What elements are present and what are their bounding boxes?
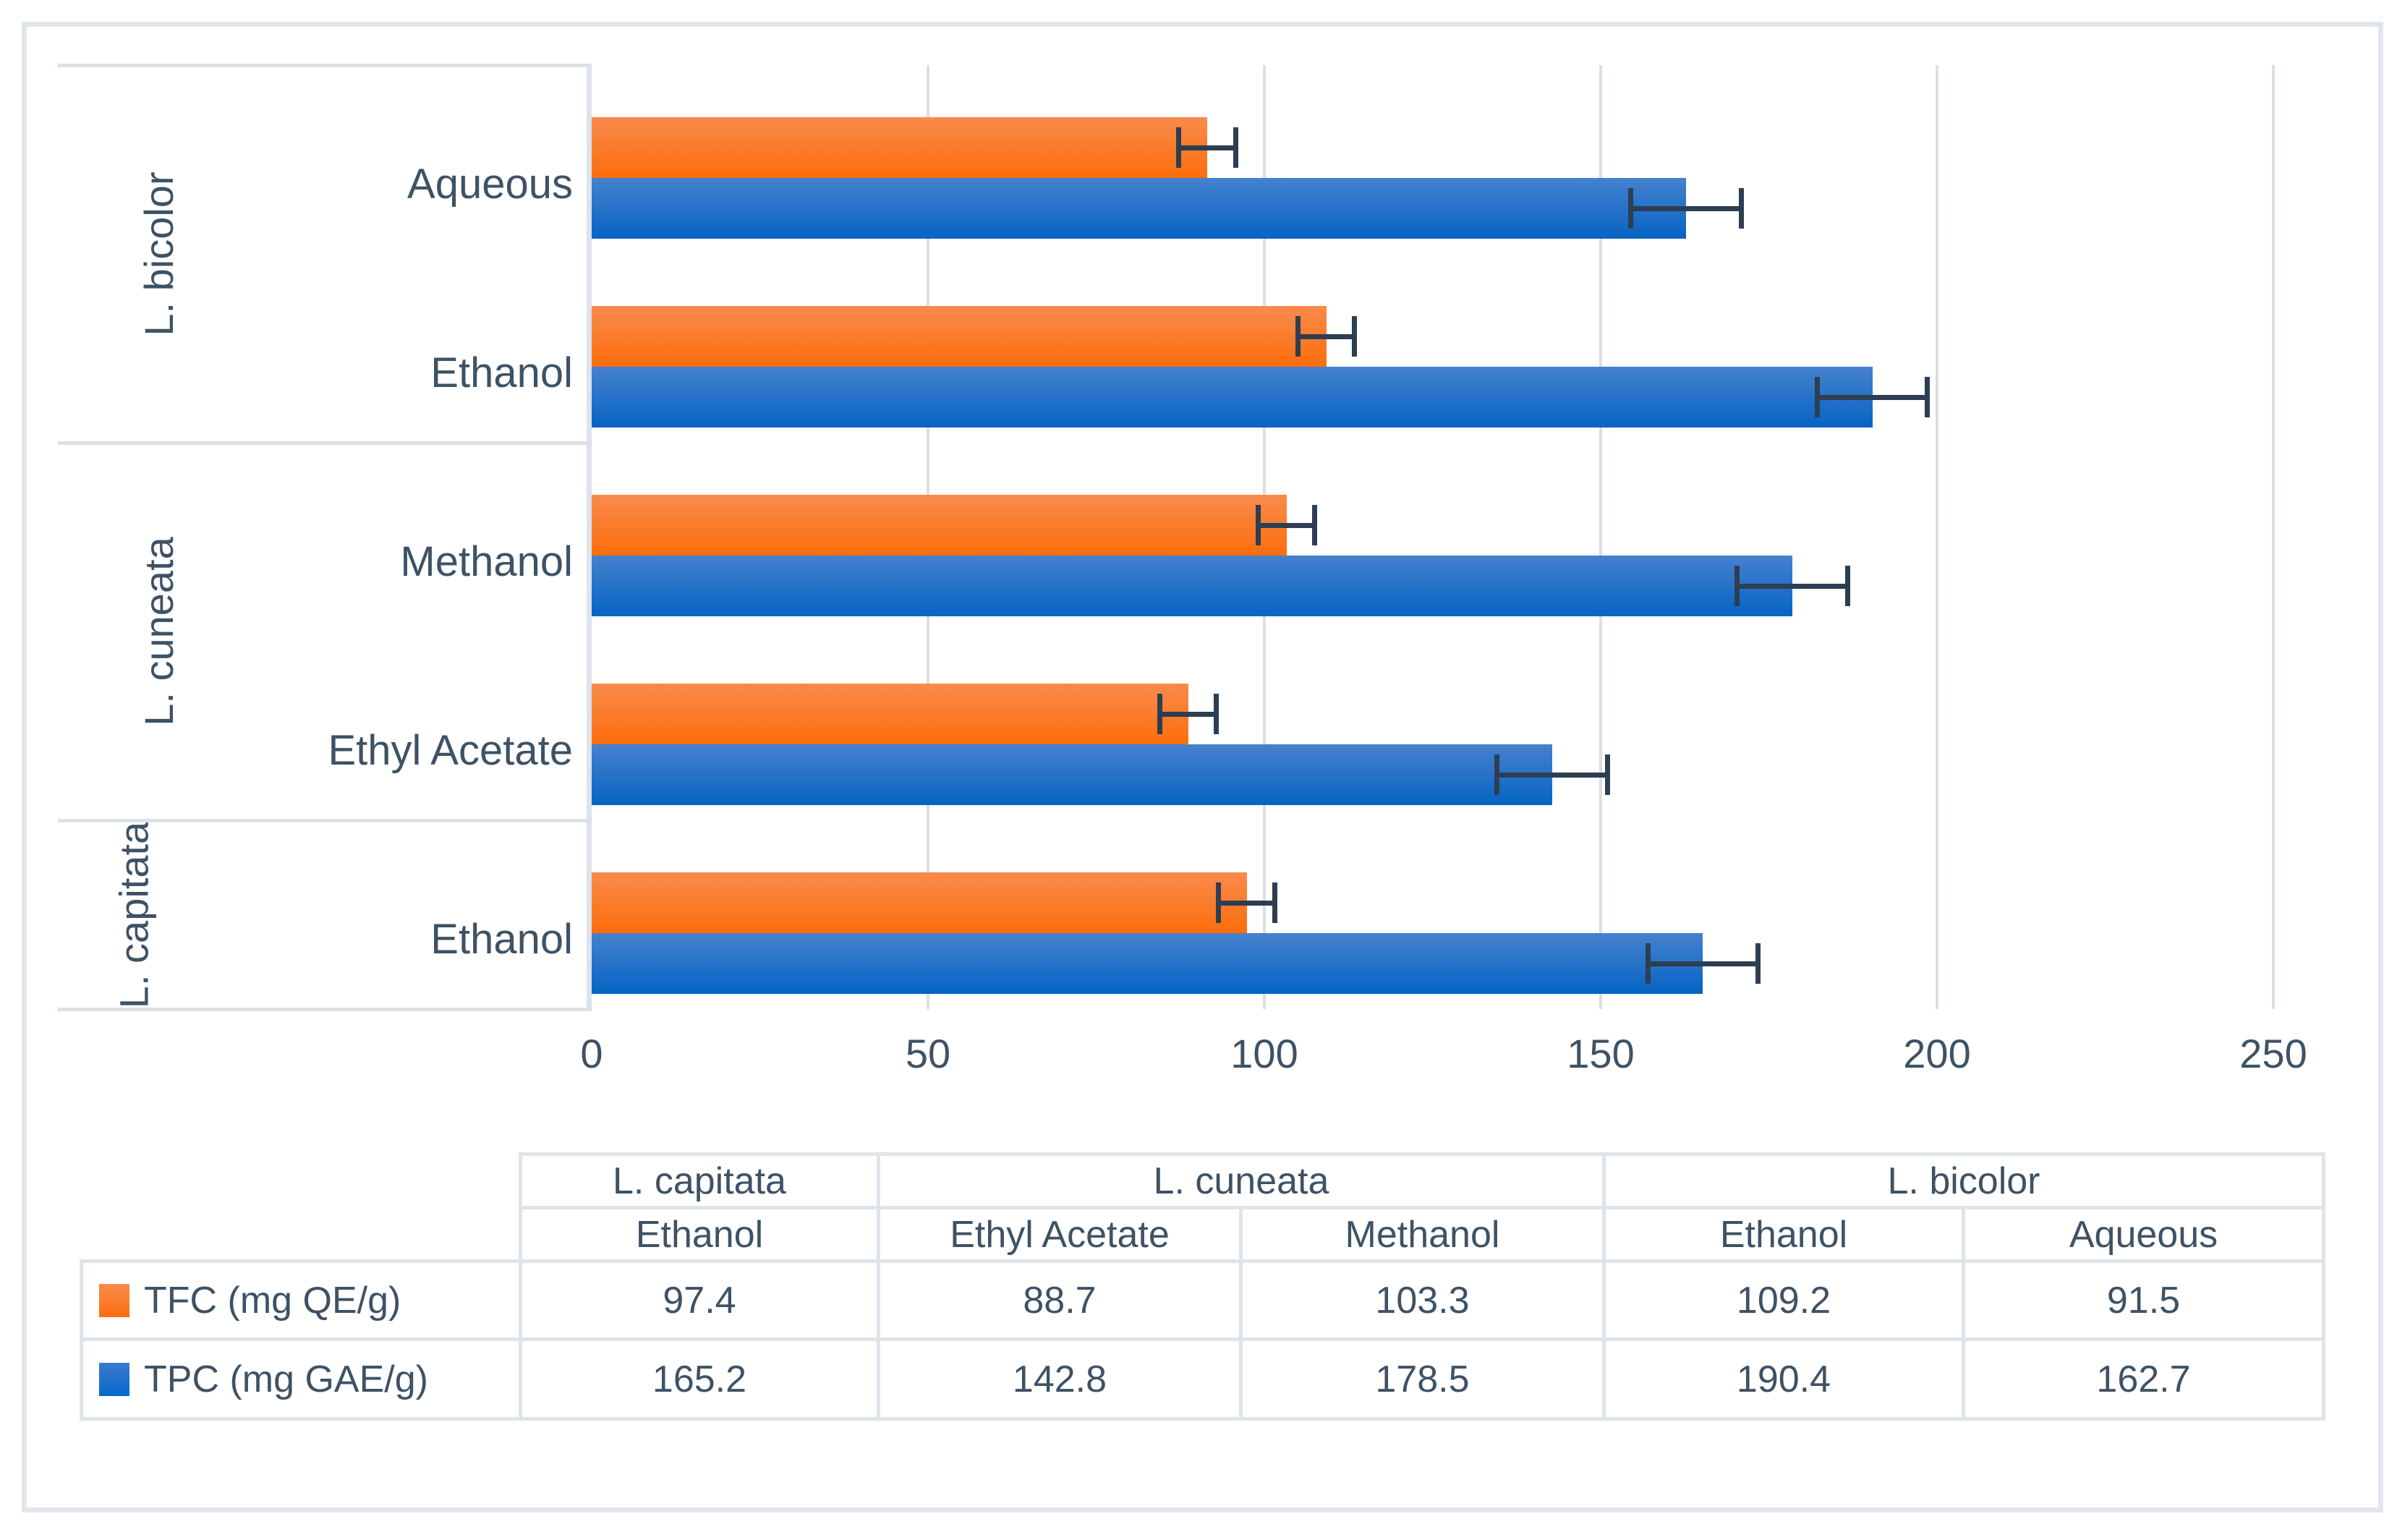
error-bar-tpc-aqueous-l-bicolor-right-cap xyxy=(1738,188,1744,229)
error-bar-tpc-aqueous-l-bicolor-left-cap xyxy=(1628,188,1634,229)
table-solvent-header-2-methanol: Methanol xyxy=(1239,1206,1606,1263)
category-label-methanol-l-cuneata: Methanol xyxy=(400,538,573,585)
category-label-aqueous-l-bicolor: Aqueous xyxy=(407,161,573,208)
x-axis-tick-100: 100 xyxy=(1230,1031,1298,1076)
bar-tpc-methanol-l-cuneata xyxy=(592,556,1793,616)
category-group-divider-3 xyxy=(58,1008,592,1011)
error-bar-tfc-ethanol-l-bicolor-left-cap xyxy=(1295,316,1301,357)
data-table: L. capitata L. cuneata L. bicolor Ethanol Et… xyxy=(80,1152,2325,1421)
table-solvent-header-3-ethanol: Ethanol xyxy=(1602,1206,1965,1263)
error-bar-tfc-ethanol-l-capitata-line xyxy=(1218,900,1275,906)
table-species-header-l-bicolor: L. bicolor xyxy=(1602,1152,2325,1209)
error-bar-tpc-ethanol-l-bicolor-line xyxy=(1817,394,1928,400)
x-axis-tick-250: 250 xyxy=(2239,1031,2307,1076)
error-bar-tpc-methanol-l-cuneata-line xyxy=(1737,583,1848,589)
error-bar-tpc-ethanol-l-capitata-left-cap xyxy=(1645,943,1651,984)
legend-swatch-tpc-icon xyxy=(99,1362,129,1396)
error-bar-tpc-aqueous-l-bicolor-line xyxy=(1630,205,1742,211)
error-bar-tpc-methanol-l-cuneata-left-cap xyxy=(1734,566,1740,606)
legend-label-tpc: TPC (mg GAE/g) xyxy=(144,1358,428,1400)
table-value-tpc-col0: 165.2 xyxy=(519,1337,880,1421)
gridline-250 xyxy=(2272,65,2275,1009)
category-group-divider-0 xyxy=(58,64,592,67)
error-bar-tfc-ethanol-l-capitata-right-cap xyxy=(1272,882,1278,923)
legend-key-tfc: TFC (mg QE/g) xyxy=(80,1259,522,1341)
error-bar-tpc-ethanol-l-bicolor-right-cap xyxy=(1925,377,1931,417)
table-solvent-header-1-ethyl-acetate: Ethyl Acetate xyxy=(877,1206,1243,1263)
category-label-ethyl-acetate-l-cuneata: Ethyl Acetate xyxy=(328,727,573,774)
x-axis-tick-200: 200 xyxy=(1903,1031,1971,1076)
category-label-ethanol-l-bicolor: Ethanol xyxy=(430,349,573,396)
bar-tfc-ethyl-acetate-l-cuneata xyxy=(592,684,1188,744)
error-bar-tfc-ethyl-acetate-l-cuneata-left-cap xyxy=(1157,694,1163,734)
table-value-tpc-col2: 178.5 xyxy=(1239,1337,1606,1421)
error-bar-tpc-ethyl-acetate-l-cuneata-right-cap xyxy=(1604,754,1610,795)
bar-tpc-aqueous-l-bicolor xyxy=(592,178,1687,239)
legend-inner-tpc: TPC (mg GAE/g) xyxy=(85,1358,517,1401)
error-bar-tfc-ethyl-acetate-l-cuneata-right-cap xyxy=(1214,694,1219,734)
error-bar-tpc-ethanol-l-bicolor-left-cap xyxy=(1814,377,1820,417)
x-axis-tick-150: 150 xyxy=(1567,1031,1635,1076)
error-bar-tfc-methanol-l-cuneata-left-cap xyxy=(1256,505,1261,545)
table-corner-blank xyxy=(82,1154,521,1208)
table-value-tfc-col0: 97.4 xyxy=(519,1259,880,1341)
bar-tpc-ethanol-l-bicolor xyxy=(592,367,1873,427)
error-bar-tfc-aqueous-l-bicolor-right-cap xyxy=(1233,127,1238,168)
error-bar-tpc-ethanol-l-capitata-right-cap xyxy=(1755,943,1761,984)
error-bar-tfc-ethanol-l-bicolor-right-cap xyxy=(1352,316,1358,357)
error-bar-tfc-methanol-l-cuneata-right-cap xyxy=(1312,505,1318,545)
group-label-l-cuneata: L. cuneata xyxy=(136,537,182,726)
legend-swatch-tfc-icon xyxy=(99,1283,129,1317)
value-axis-line xyxy=(587,65,592,1009)
table-value-tfc-col1: 88.7 xyxy=(877,1259,1243,1341)
x-axis-tick-0: 0 xyxy=(580,1031,603,1076)
table-value-tpc-col4: 162.7 xyxy=(1962,1337,2325,1421)
error-bar-tpc-ethyl-acetate-l-cuneata-line xyxy=(1497,772,1608,778)
error-bar-tfc-methanol-l-cuneata-line xyxy=(1258,522,1315,528)
table-solvent-header-0-ethanol: Ethanol xyxy=(519,1206,880,1263)
bar-tpc-ethyl-acetate-l-cuneata xyxy=(592,744,1553,805)
table-value-tpc-col1: 142.8 xyxy=(877,1337,1243,1421)
gridline-200 xyxy=(1936,65,1938,1009)
table-value-tpc-col3: 190.4 xyxy=(1602,1337,1965,1421)
group-label-l-capitata: L. capitata xyxy=(111,821,156,1008)
table-value-tfc-col2: 103.3 xyxy=(1239,1259,1606,1341)
error-bar-tfc-aqueous-l-bicolor-left-cap xyxy=(1176,127,1182,168)
table-value-tfc-col4: 91.5 xyxy=(1962,1259,2325,1341)
bar-tfc-methanol-l-cuneata xyxy=(592,495,1287,556)
table-species-header-l-cuneata: L. cuneata xyxy=(877,1152,1606,1209)
category-group-divider-2 xyxy=(58,819,592,822)
bar-tfc-ethanol-l-bicolor xyxy=(592,306,1327,367)
table-solvent-header-4-aqueous: Aqueous xyxy=(1962,1206,2325,1263)
gridline-150 xyxy=(1599,65,1602,1009)
error-bar-tpc-methanol-l-cuneata-right-cap xyxy=(1844,566,1850,606)
error-bar-tfc-ethanol-l-bicolor-line xyxy=(1298,333,1355,339)
legend-label-tfc: TFC (mg QE/g) xyxy=(144,1279,401,1322)
error-bar-tpc-ethanol-l-capitata-line xyxy=(1648,961,1758,966)
bar-tpc-ethanol-l-capitata xyxy=(592,933,1703,994)
error-bar-tfc-ethanol-l-capitata-left-cap xyxy=(1216,882,1222,923)
category-group-divider-1 xyxy=(58,441,592,445)
table-species-header-l-capitata: L. capitata xyxy=(519,1152,880,1209)
group-label-l-bicolor: L. bicolor xyxy=(136,171,182,336)
category-label-ethanol-l-capitata: Ethanol xyxy=(430,916,573,963)
figure-frame xyxy=(22,22,2383,1513)
bar-tfc-aqueous-l-bicolor xyxy=(592,117,1207,178)
error-bar-tfc-aqueous-l-bicolor-line xyxy=(1178,145,1235,150)
legend-inner-tfc: TFC (mg QE/g) xyxy=(85,1279,517,1322)
table-corner-blank xyxy=(82,1208,521,1262)
x-axis-tick-50: 50 xyxy=(905,1031,951,1076)
error-bar-tpc-ethyl-acetate-l-cuneata-left-cap xyxy=(1494,754,1500,795)
error-bar-tfc-ethyl-acetate-l-cuneata-line xyxy=(1159,711,1217,717)
legend-key-tpc: TPC (mg GAE/g) xyxy=(80,1337,522,1421)
table-value-tfc-col3: 109.2 xyxy=(1602,1259,1965,1341)
bar-tfc-ethanol-l-capitata xyxy=(592,872,1247,933)
